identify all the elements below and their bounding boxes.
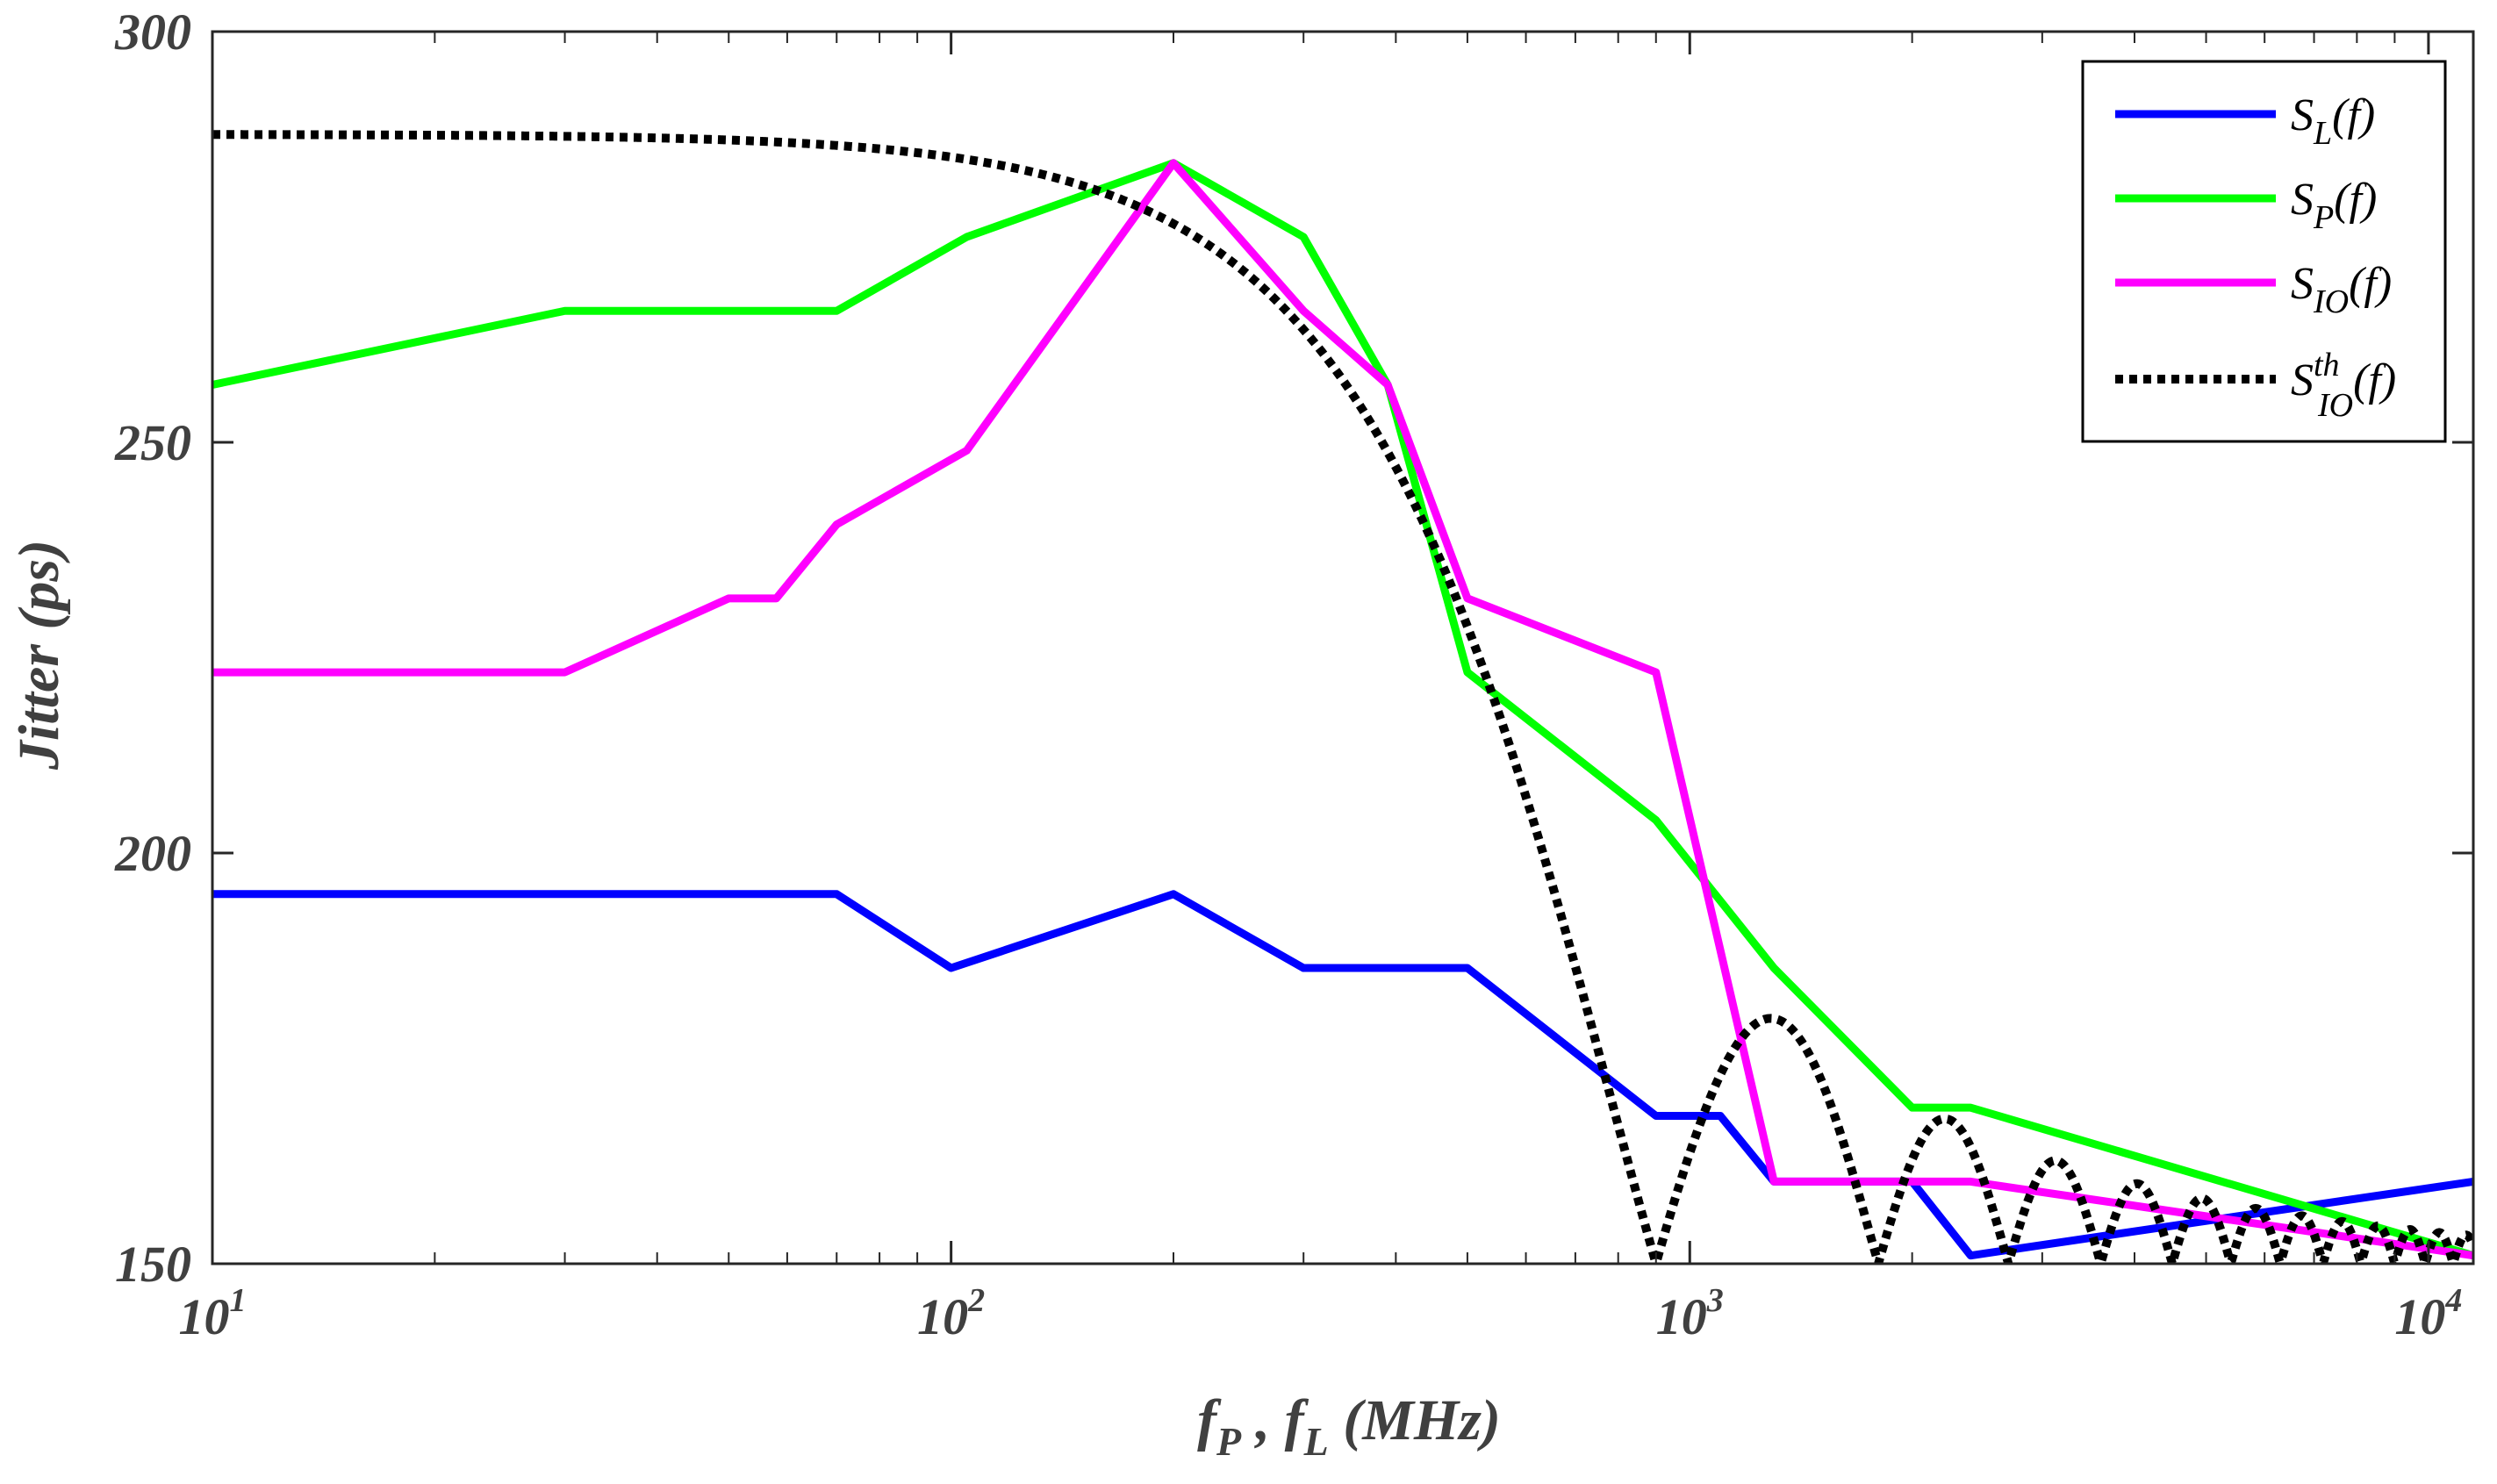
legend-label-sub: IO	[2313, 283, 2349, 320]
x-axis-title: fP , fL (MHz)	[1197, 1388, 1501, 1464]
legend-label-suffix: (f)	[2353, 355, 2396, 405]
y-axis-title: Jitter (ps)	[7, 540, 71, 771]
series-layer	[212, 130, 2473, 1264]
x-tick-label-exponent: 1	[230, 1282, 247, 1319]
x-axis-title-unit: (MHz)	[1329, 1388, 1501, 1452]
x-axis-title-f1-sub: P	[1216, 1419, 1242, 1464]
x-tick-label-exponent: 4	[2444, 1282, 2462, 1319]
y-tick-label: 250	[114, 414, 191, 471]
plot-frame	[211, 30, 2475, 1265]
x-tick-label-exponent: 3	[1706, 1282, 1724, 1319]
legend-label-s-l-f: SL(f)	[2291, 90, 2375, 152]
x-tick-label-exponent: 2	[967, 1282, 985, 1319]
legend-label-suffix: (f)	[2349, 259, 2392, 309]
x-axis-title-f2-sub: L	[1303, 1419, 1329, 1464]
legend-box	[2081, 60, 2447, 443]
legend-label-sup: th	[2314, 347, 2340, 384]
legend-label-sub: L	[2313, 115, 2332, 152]
legend-label-s-io-th-f: Sth IO(f)	[2291, 347, 2396, 424]
x-tick-label-base: 10	[179, 1288, 230, 1345]
x-tick-label: 102	[917, 1282, 985, 1345]
y-tick-label: 150	[115, 1236, 191, 1293]
x-tick-label-base: 10	[2394, 1288, 2445, 1345]
legend-label-s-io-f: SIO(f)	[2291, 259, 2392, 320]
legend-label-main: S	[2291, 259, 2314, 309]
legend-label-suffix: (f)	[2332, 90, 2375, 140]
x-axis-title-sep: ,	[1241, 1388, 1285, 1452]
x-tick-label-base: 10	[917, 1288, 968, 1345]
x-tick-label-base: 10	[1656, 1288, 1707, 1345]
legend-label-sub: IO	[2317, 387, 2353, 424]
series-line-s-io-f	[212, 159, 2473, 1260]
legend-label-sub: P	[2313, 199, 2334, 236]
legend-label-s-p-f: SP(f)	[2291, 175, 2377, 236]
x-tick-label: 101	[179, 1282, 247, 1345]
y-tick-label: 200	[114, 825, 191, 882]
x-tick-label: 103	[1656, 1282, 1724, 1345]
legend-label-main: S	[2291, 90, 2314, 140]
x-tick-label: 104	[2394, 1282, 2462, 1345]
legend-label-main: S	[2291, 355, 2314, 405]
legend: SL(f)SP(f)SIO(f)Sth IO(f)	[2081, 60, 2447, 443]
y-tick-label: 300	[114, 4, 191, 61]
axes-frame	[211, 30, 2475, 1265]
legend-label-main: S	[2291, 175, 2314, 225]
legend-label-suffix: (f)	[2334, 175, 2377, 225]
